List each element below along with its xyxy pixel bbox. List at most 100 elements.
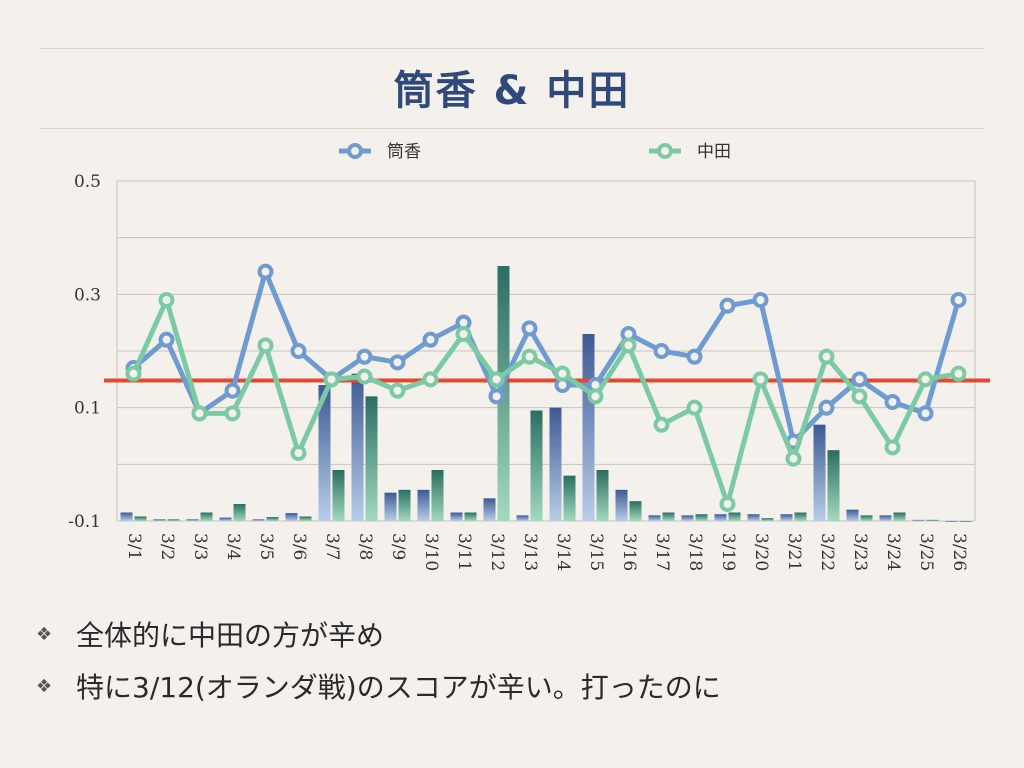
x-tick-label: 3/8 [355,533,375,560]
bar [384,492,397,521]
series-point [719,297,736,314]
bar [219,517,232,521]
series-point [686,348,703,365]
bar [450,512,463,521]
bar [549,407,562,521]
series-point [884,394,901,410]
series-point [422,331,439,348]
bullet-text: 特に3/12(オランダ戦)のスコアが辛い。打ったのに [76,671,721,704]
bar [351,373,364,521]
series-point [356,348,373,365]
x-tick-label: 3/26 [949,533,969,571]
series-point [521,348,538,365]
bar [134,516,147,521]
bullet-item: ❖ 全体的に中田の方が辛め [36,608,996,660]
series-point [323,371,340,388]
x-tick-label: 3/6 [289,533,309,560]
bar [318,385,331,521]
x-tick-label: 3/16 [619,533,639,571]
bar [266,517,279,521]
series-point [290,343,307,359]
series-point [554,365,571,382]
bar [299,516,312,521]
x-tick-label: 3/12 [487,533,507,571]
x-tick-label: 3/11 [454,533,474,571]
series-point [521,320,538,337]
series-point [257,263,274,280]
x-tick-label: 3/20 [751,533,771,571]
bar [483,498,496,521]
series-point [158,331,175,348]
series-point [224,382,241,399]
bar [530,410,543,521]
slide-title: 筒香 & 中田 [393,68,631,114]
series-point [356,368,373,385]
bar [332,470,345,521]
series-point [686,399,703,416]
bar [714,514,727,521]
x-tick-label: 3/18 [685,533,705,571]
x-tick-label: 3/15 [586,533,606,571]
chart: 0.5 0.3 0.1 -0.1 3/1 3/2 3/3 3/4 3/5 3/6 3/7 3/8 3/9… [68,142,990,571]
y-tick-label: 0.1 [74,399,101,419]
bar [563,475,576,521]
legend-label: 中田 [697,142,731,162]
series-point [191,405,208,422]
series-point [950,365,967,382]
series-point [950,292,967,308]
series-point [917,405,934,422]
x-tick-label: 3/9 [388,533,408,560]
x-tick-label: 3/5 [256,533,276,560]
diamond-cluster-icon: ❖ [36,623,53,645]
x-tick-label: 3/13 [520,533,540,571]
series-point [917,371,934,388]
series-point [422,371,439,388]
diamond-cluster-icon: ❖ [36,675,53,697]
series-point [752,371,769,388]
x-tick-label: 3/10 [421,533,441,571]
bar [728,512,741,521]
bar [120,512,133,521]
series-point [653,416,670,433]
x-tick-label: 3/25 [916,533,936,571]
series-point [488,371,505,388]
x-tick-label: 3/14 [553,533,573,571]
bar [912,519,925,521]
bar [153,519,166,521]
bar [695,514,708,521]
bar [827,450,840,521]
bar [945,521,958,522]
series-point [389,382,406,399]
bar [846,509,859,521]
legend-label: 筒香 [387,142,421,162]
bar [596,470,609,521]
series-point [290,445,307,461]
series-point [884,439,901,456]
series-point [653,343,670,359]
bar [794,512,807,521]
bar [200,512,213,521]
x-tick-label: 3/24 [883,533,903,571]
bar [761,518,774,521]
top-rule [40,48,984,49]
x-tick-label: 3/21 [784,533,804,571]
series-point [851,371,868,388]
x-tick-label: 3/17 [652,533,672,571]
bar [582,334,595,521]
series-point [389,354,406,371]
x-tick-label: 3/7 [322,533,342,560]
title-rule [40,128,984,129]
bullet-item: ❖ 特に3/12(オランダ戦)のスコアが辛い。打ったのに [36,660,996,712]
bar [516,515,529,521]
x-tick-label: 3/23 [850,533,870,571]
bar [813,424,826,521]
series-point [785,450,802,467]
bar [662,512,675,521]
legend-marker [657,143,673,159]
bar [681,515,694,521]
series-point [818,399,835,416]
series-point [752,292,769,308]
x-tick-label: 3/19 [718,533,738,571]
bar [615,489,628,521]
bar [860,515,873,521]
